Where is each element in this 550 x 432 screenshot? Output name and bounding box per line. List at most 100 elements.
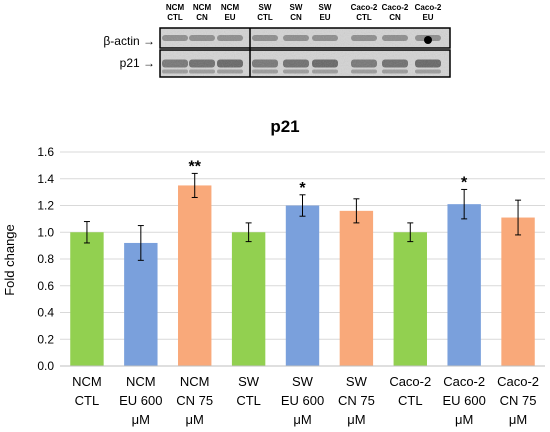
x-tick-label: Caco-2 (389, 374, 431, 389)
x-tick-label: NCM (180, 374, 210, 389)
x-tick-label: μM (132, 412, 150, 427)
y-tick-label: 0.6 (37, 279, 54, 293)
x-tick-label: μM (347, 412, 365, 427)
y-tick-label: 1.2 (37, 199, 54, 213)
bar (178, 185, 212, 366)
beta-actin-band (312, 35, 338, 41)
bar (447, 204, 481, 366)
blot-lane-label: EU (224, 13, 235, 22)
beta-actin-band (283, 35, 309, 41)
blot-lane-label: SW (319, 3, 332, 12)
y-axis-label: Fold change (2, 224, 17, 296)
p21-band (312, 69, 338, 74)
blot-lane-label: CN (290, 13, 302, 22)
error-bar (353, 198, 360, 224)
beta-actin-band (189, 35, 215, 41)
x-tick-label: EU 600 (281, 393, 324, 408)
blot-lane-label: NCM (166, 3, 185, 12)
y-tick-label: 1.6 (37, 145, 54, 159)
x-tick-label: NCM (126, 374, 156, 389)
x-tick-label: CN 75 (176, 393, 213, 408)
blot-artifact-spot (424, 36, 432, 44)
p21-band (252, 69, 278, 74)
p21-band (252, 59, 278, 68)
blot-lane-label: EU (422, 13, 433, 22)
y-tick-label: 1.4 (37, 172, 54, 186)
bar (285, 205, 320, 366)
blot-lane-label: EU (319, 13, 330, 22)
blot-panel-border (159, 49, 451, 78)
error-bar (461, 188, 468, 220)
p21-band (351, 69, 377, 74)
western-blot: NCMCTLNCMCNNCMEUSWCTLSWCNSWEUCaco-2CTLCa… (103, 3, 451, 78)
x-tick-label: CN 75 (500, 393, 537, 408)
bar (501, 217, 535, 366)
x-tick-label: EU 600 (442, 393, 485, 408)
error-bar (137, 225, 144, 261)
blot-texture (160, 50, 450, 77)
blot-lane-label: SW (290, 3, 303, 12)
p21-band (162, 69, 188, 74)
y-tick-label: 0.0 (37, 359, 54, 373)
p21-band (217, 59, 243, 68)
p21-band (382, 59, 408, 68)
p21-band (283, 59, 309, 68)
error-bar (299, 194, 306, 217)
significance-marker: * (461, 174, 468, 191)
x-tick-label: μM (509, 412, 527, 427)
blot-lane-label: Caco-2 (382, 3, 409, 12)
p21-band (312, 59, 338, 68)
p21-band (415, 69, 441, 74)
bar (393, 232, 427, 366)
y-tick-label: 0.8 (37, 252, 54, 266)
bar (124, 242, 158, 366)
x-tick-label: NCM (72, 374, 102, 389)
x-tick-label: EU 600 (119, 393, 162, 408)
y-tick-label: 0.2 (37, 332, 54, 346)
beta-actin-blot-panel (160, 28, 450, 48)
blot-lane-label: NCM (193, 3, 212, 12)
x-tick-label: SW (238, 374, 260, 389)
blot-texture (160, 28, 450, 48)
x-tick-label: μM (186, 412, 204, 427)
blot-lane-label: CTL (257, 13, 273, 22)
p21-band (217, 69, 243, 74)
p21-band (351, 59, 377, 68)
beta-actin-band (252, 35, 278, 41)
p21-band (189, 59, 215, 68)
significance-marker: * (299, 180, 306, 197)
p21-band (162, 59, 188, 68)
x-tick-label: Caco-2 (443, 374, 485, 389)
y-tick-label: 1.0 (37, 225, 54, 239)
p21-band (283, 69, 309, 74)
bar (339, 210, 374, 366)
x-tick-label: CTL (398, 393, 423, 408)
beta-actin-band (351, 35, 377, 41)
p21-band (382, 69, 408, 74)
blot-panel-border (159, 27, 451, 49)
blot-lane-label: Caco-2 (415, 3, 442, 12)
y-tick-label: 0.4 (37, 306, 54, 320)
blot-lane-label: Caco-2 (351, 3, 378, 12)
beta-actin-label: β-actin → (103, 34, 155, 48)
bar (231, 232, 266, 366)
blot-lane-label: CTL (167, 13, 183, 22)
x-tick-label: μM (455, 412, 473, 427)
beta-actin-band (217, 35, 243, 41)
x-tick-label: μM (293, 412, 311, 427)
x-tick-label: SW (292, 374, 314, 389)
p21-band (189, 69, 215, 74)
x-tick-label: SW (346, 374, 368, 389)
blot-lane-label: SW (259, 3, 272, 12)
error-bar (83, 221, 90, 244)
error-bar (245, 222, 252, 243)
x-tick-label: CTL (75, 393, 100, 408)
x-tick-label: Caco-2 (497, 374, 539, 389)
blot-lane-label: CN (196, 13, 208, 22)
blot-lane-label: NCM (221, 3, 240, 12)
error-bar (515, 199, 522, 236)
bar (70, 232, 104, 366)
significance-marker: ** (188, 158, 201, 175)
beta-actin-band (382, 35, 408, 41)
p21-band (415, 59, 441, 68)
